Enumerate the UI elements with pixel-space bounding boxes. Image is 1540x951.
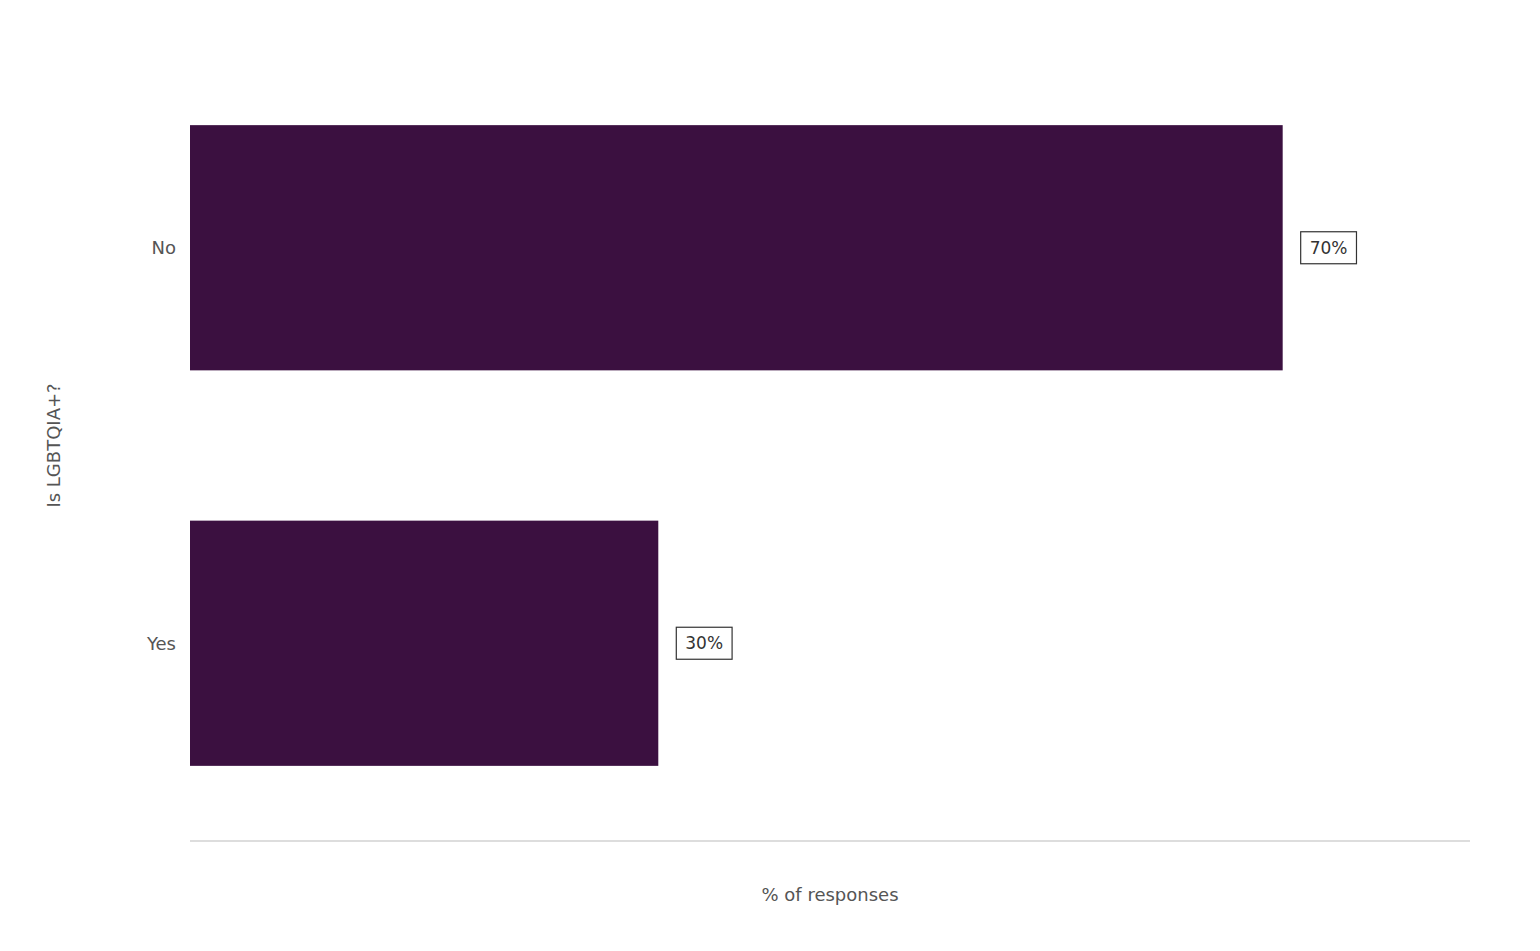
data-label: 70%: [1301, 232, 1357, 264]
bars: [190, 125, 1283, 766]
data-label-text: 30%: [685, 633, 723, 653]
background: [0, 0, 1540, 951]
page: {"chart_data": {"type": "bar", "orientat…: [0, 0, 1540, 951]
bar: [190, 521, 658, 766]
chart-svg: No Yes 70% 30% % of responses Is LGBTQIA+?: [0, 0, 1540, 951]
y-axis-label: Is LGBTQIA+?: [43, 383, 64, 507]
data-label-box: [676, 627, 732, 659]
data-label: 30%: [676, 627, 732, 659]
bar: [190, 125, 1283, 370]
y-ticks: No Yes: [146, 237, 176, 654]
y-tick-label: No: [152, 237, 176, 258]
data-label-box: [1301, 232, 1357, 264]
chart-container: No Yes 70% 30% % of responses Is LGBTQIA+?: [0, 0, 1540, 951]
data-label-text: 70%: [1310, 238, 1348, 258]
x-axis-line: [190, 841, 1470, 842]
x-axis-label: % of responses: [761, 884, 898, 905]
y-tick-label: Yes: [146, 633, 176, 654]
data-labels: 70% 30%: [676, 232, 1356, 660]
